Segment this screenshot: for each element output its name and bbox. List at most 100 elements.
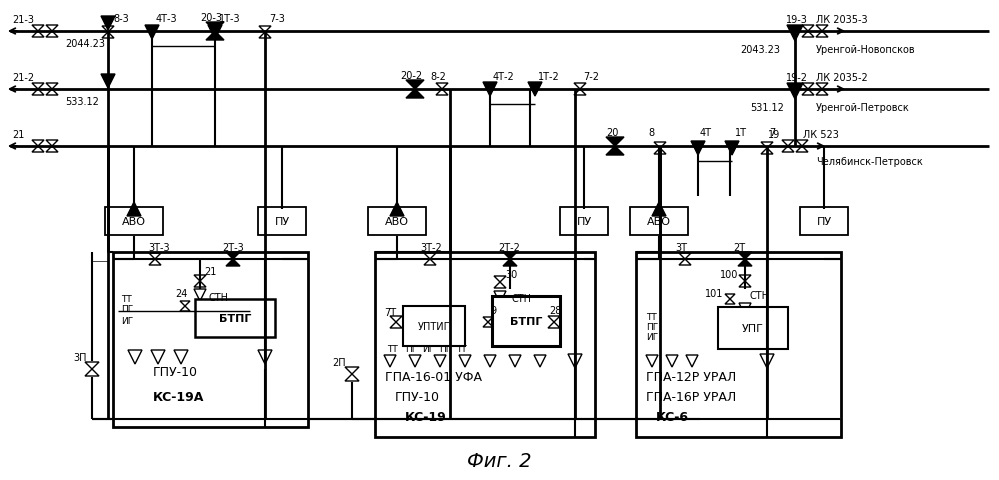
Text: 24: 24 [175,288,188,299]
Text: 2Т-3: 2Т-3 [222,242,244,252]
Text: ГПУ-10: ГПУ-10 [153,366,198,379]
Text: СТН: СТН [208,292,228,302]
Bar [113,252,308,427]
Bar [195,300,275,337]
Text: Челябинск-Петровск: Челябинск-Петровск [816,156,923,167]
Polygon shape [503,260,517,266]
Text: ТТ: ТТ [121,295,132,304]
Text: АВО: АВО [122,216,146,227]
Text: АВО: АВО [385,216,409,227]
Text: ПУ: ПУ [275,216,290,227]
Bar [403,306,465,346]
Polygon shape [101,75,115,89]
Text: БТПГ: БТПГ [219,313,251,324]
Text: КС-6: КС-6 [656,411,689,424]
Polygon shape [206,23,224,32]
Text: 28: 28 [549,305,561,315]
Text: 19-2: 19-2 [786,73,808,83]
Text: Уренгой-Новопсков: Уренгой-Новопсков [816,45,916,55]
Polygon shape [406,90,424,99]
Text: ТТ: ТТ [646,312,656,321]
Polygon shape [208,26,222,40]
Text: ЛК 2035-3: ЛК 2035-3 [816,15,867,25]
Text: 20: 20 [606,128,618,138]
Text: ПГ: ПГ [405,345,418,354]
Polygon shape [652,203,666,216]
Text: ТТ: ТТ [456,345,467,354]
Text: 4Т-2: 4Т-2 [493,72,514,82]
Text: ГПА-16Р УРАЛ: ГПА-16Р УРАЛ [646,391,736,404]
Text: 4Т: 4Т [700,128,712,138]
Text: 30: 30 [505,269,517,279]
Polygon shape [226,252,240,260]
Text: СТН: СТН [749,290,769,300]
Text: 4Т-3: 4Т-3 [156,14,178,24]
Bar [368,207,426,236]
Text: ЛК 2035-2: ЛК 2035-2 [816,73,868,83]
Text: 7Т: 7Т [384,307,397,317]
Text: 8-2: 8-2 [430,72,446,82]
Text: 2Т-2: 2Т-2 [498,242,519,252]
Polygon shape [787,26,803,42]
Bar [636,252,841,437]
Text: 9: 9 [490,305,497,315]
Bar [630,207,688,236]
Polygon shape [738,252,752,260]
Text: 2Т: 2Т [733,242,745,252]
Polygon shape [503,252,517,260]
Text: 533.12: 533.12 [65,97,99,107]
Polygon shape [691,142,705,156]
Text: 2043.23: 2043.23 [740,45,780,55]
Polygon shape [738,260,752,266]
Polygon shape [483,83,497,97]
Polygon shape [206,32,224,41]
Text: 3Т-3: 3Т-3 [148,242,170,252]
Text: ГПА-16-01 УФА: ГПА-16-01 УФА [385,371,482,384]
Text: ИГ: ИГ [646,332,658,341]
Text: 20-3: 20-3 [200,13,222,23]
Text: УПГ: УПГ [742,324,764,333]
Bar [105,207,163,236]
Text: СТН: СТН [512,293,532,303]
Bar [375,252,595,437]
Text: 1Т-2: 1Т-2 [538,72,559,82]
Text: ПУ: ПУ [816,216,831,227]
Text: 7-3: 7-3 [269,14,285,24]
Text: Фиг. 2: Фиг. 2 [467,452,531,470]
Bar [718,307,788,349]
Text: УПТИГ: УПТИГ [418,321,451,331]
Text: 1Т: 1Т [735,128,747,138]
Text: 101: 101 [705,288,723,299]
Bar [258,207,306,236]
Text: КС-19: КС-19 [405,411,447,424]
Text: 531.12: 531.12 [750,103,784,113]
Text: 20-2: 20-2 [400,71,423,81]
Text: ГПУ-10: ГПУ-10 [395,391,440,404]
Text: 19-3: 19-3 [786,15,808,25]
Text: ИГ: ИГ [422,345,435,354]
Polygon shape [528,83,542,97]
Polygon shape [725,142,739,156]
Polygon shape [145,26,159,40]
Polygon shape [390,203,404,216]
Text: 1Т-3: 1Т-3 [219,14,241,24]
Text: 7: 7 [769,128,775,138]
Text: 19: 19 [768,130,780,140]
Text: 2П: 2П [332,357,346,367]
Text: 21-3: 21-3 [12,15,34,25]
Text: 21: 21 [204,266,217,276]
Text: ТТ: ТТ [387,345,398,354]
Bar [560,207,608,236]
Polygon shape [606,147,624,156]
Text: 3Т-2: 3Т-2 [420,242,442,252]
Text: БТПГ: БТПГ [509,316,542,326]
Text: 8: 8 [648,128,654,138]
Polygon shape [226,260,240,266]
Bar [800,207,848,236]
Text: КС-19А: КС-19А [153,391,205,404]
Text: 3П: 3П [73,352,87,362]
Text: ПГ: ПГ [439,345,452,354]
Text: Уренгой-Петровск: Уренгой-Петровск [816,103,910,113]
Text: ПГ: ПГ [646,322,658,331]
Text: 21-2: 21-2 [12,73,34,83]
